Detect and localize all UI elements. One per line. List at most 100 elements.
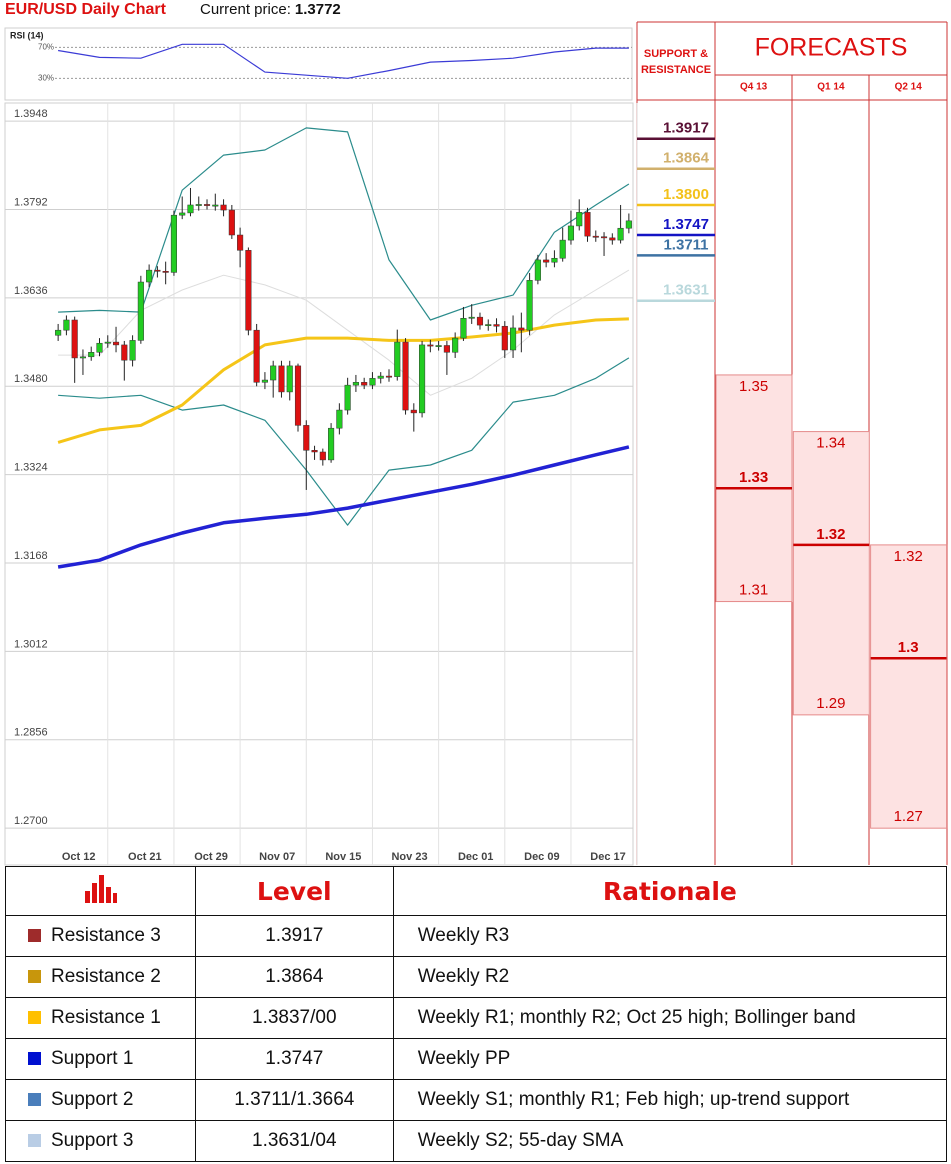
indicator-line xyxy=(58,357,630,526)
icon-cell xyxy=(5,866,196,916)
candle-body xyxy=(551,257,558,263)
candle-body xyxy=(112,341,120,346)
candle-body xyxy=(278,365,285,393)
table-row: Resistance 1 1.3837/00 Weekly R1; monthly … xyxy=(5,997,948,1039)
x-tick-label: Oct 12 xyxy=(62,851,96,863)
candle-body xyxy=(237,234,244,251)
table-row: Support 2 1.3711/1.3664 Weekly S1; monthly… xyxy=(5,1079,948,1121)
candle-body xyxy=(270,365,277,381)
price-line: Current price: 1.3772 xyxy=(200,1,341,18)
forecast-mid-label: 1.3 xyxy=(898,639,919,656)
y-tick-label: 1.3324 xyxy=(14,462,48,474)
rationale-cell: Weekly S2; 55-day SMA xyxy=(392,1120,948,1162)
x-tick-label: Nov 07 xyxy=(259,851,295,863)
name-cell: Support 3 xyxy=(5,1120,196,1162)
level-label: 1.3631 xyxy=(663,282,709,299)
rsi-tick-label: 70% xyxy=(38,42,54,51)
level-cell: 1.3864 xyxy=(194,956,394,998)
level-label: 1.3800 xyxy=(663,186,709,203)
level-cell: 1.3837/00 xyxy=(194,997,394,1039)
swatch xyxy=(28,1011,41,1024)
candle-body xyxy=(170,214,177,273)
table-row: Support 1 1.3747 Weekly PP xyxy=(5,1038,948,1080)
candle-body xyxy=(294,365,302,426)
column-header: Q4 13 xyxy=(740,82,768,93)
candle-body xyxy=(328,427,335,461)
candle-body xyxy=(601,236,608,239)
indicator-line xyxy=(57,317,629,444)
level-cell: 1.3747 xyxy=(194,1038,394,1080)
swatch xyxy=(28,1134,41,1147)
candle-body xyxy=(402,341,409,411)
level-label: 1.3864 xyxy=(663,150,710,167)
column-header: Q2 14 xyxy=(895,82,923,93)
candle-body xyxy=(419,344,426,414)
swatch xyxy=(28,929,41,942)
level-cell: 1.3631/04 xyxy=(194,1120,394,1162)
candle-body xyxy=(394,341,401,377)
name-cell: Resistance 1 xyxy=(5,997,196,1039)
icon-bar xyxy=(106,887,112,903)
level-label: 1.3711 xyxy=(663,236,708,253)
level-name: Resistance 2 xyxy=(51,966,161,987)
candle-body xyxy=(179,212,186,216)
name-cell: Support 1 xyxy=(5,1038,196,1080)
rationale-cell: Weekly S1; monthly R1; Feb high; up-tren… xyxy=(392,1079,948,1121)
forecast-title: FORECASTS xyxy=(755,34,908,62)
table-row: Resistance 3 1.3917 Weekly R3 xyxy=(5,915,948,957)
candle-body xyxy=(385,375,393,378)
price-panel xyxy=(4,102,634,866)
icon-bar xyxy=(99,875,105,903)
forecast-low-label: 1.31 xyxy=(739,582,768,599)
candle-body xyxy=(187,204,194,214)
name-cell: Resistance 3 xyxy=(5,915,196,957)
y-tick-label: 1.3012 xyxy=(14,638,48,650)
candle-body xyxy=(427,344,434,347)
name-cell: Support 2 xyxy=(5,1079,196,1121)
name-cell: Resistance 2 xyxy=(5,956,196,998)
candle-body xyxy=(203,204,211,206)
candle-body xyxy=(576,212,583,227)
swatch xyxy=(28,970,41,983)
forecast-mid-label: 1.32 xyxy=(816,526,845,543)
candle-body xyxy=(510,327,517,351)
candle-body xyxy=(228,209,235,236)
candle-body xyxy=(518,327,525,331)
rationale-cell: Weekly R1; monthly R2; Oct 25 high; Boll… xyxy=(392,997,948,1039)
level-name: Support 3 xyxy=(51,1130,134,1151)
col-header: Rationale xyxy=(392,866,948,916)
candle-body xyxy=(319,451,326,461)
candle-body xyxy=(253,329,260,383)
table-body: Resistance 3 1.3917 Weekly R3 Resistance 2 1… xyxy=(5,915,948,1162)
x-tick-label: Oct 29 xyxy=(194,851,228,863)
candle-body xyxy=(435,345,442,347)
forecast-high-label: 1.32 xyxy=(894,548,923,565)
candle-body xyxy=(286,365,293,393)
candle-body xyxy=(501,325,508,351)
bar-icon xyxy=(85,875,118,903)
candle-body xyxy=(195,204,202,206)
forecast-range xyxy=(870,544,948,829)
candle-body xyxy=(220,204,227,211)
candle-body xyxy=(129,340,136,361)
icon-bar xyxy=(85,891,91,903)
candle-body xyxy=(410,409,417,414)
rationale-cell: Weekly PP xyxy=(392,1038,948,1080)
forecast-low-label: 1.27 xyxy=(894,808,923,825)
y-tick-label: 1.2856 xyxy=(14,727,48,739)
y-tick-label: 1.3948 xyxy=(14,108,48,120)
candle-body xyxy=(452,337,459,353)
candle-body xyxy=(96,342,103,353)
x-tick-label: Dec 01 xyxy=(458,851,493,863)
candle-body xyxy=(592,235,599,238)
y-tick-label: 1.3480 xyxy=(14,373,48,385)
forecast-range xyxy=(792,431,870,716)
level-name: Support 1 xyxy=(51,1048,134,1069)
table-row: Support 3 1.3631/04 Weekly S2; 55-day SMA xyxy=(5,1120,948,1162)
price-label: Current price: xyxy=(200,1,291,18)
forecast-mid-label: 1.33 xyxy=(739,469,768,486)
rsi-title: RSI (14) xyxy=(10,30,44,40)
x-tick-label: Nov 15 xyxy=(325,851,361,863)
price: 1.3772 xyxy=(295,1,341,18)
